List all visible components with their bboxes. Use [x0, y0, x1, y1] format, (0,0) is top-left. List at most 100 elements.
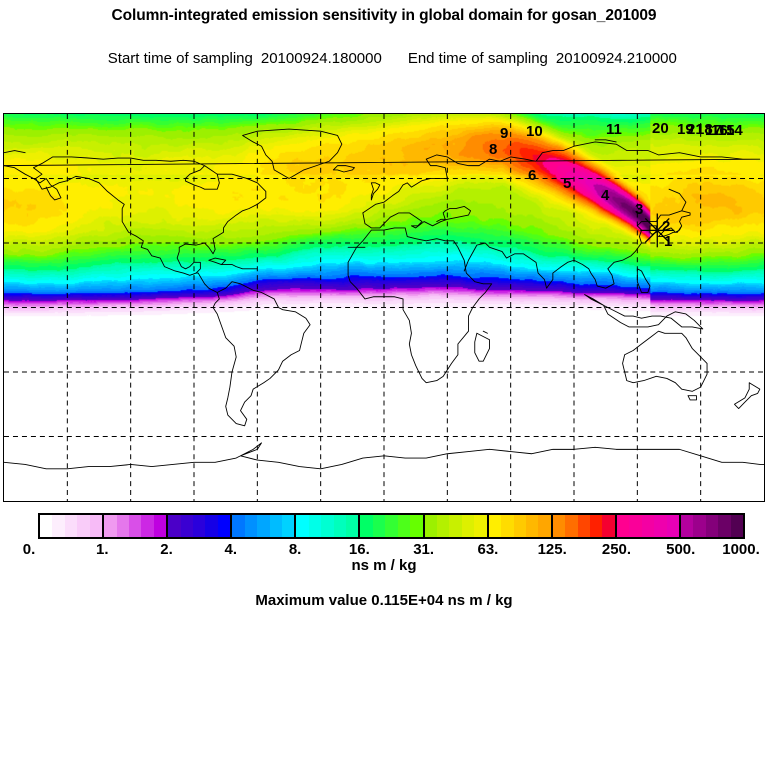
colorbar-shade-6-0 [424, 515, 437, 537]
colorbar-shade-7-2 [513, 515, 526, 537]
colorbar-segment-4 [296, 515, 361, 537]
colorbar-shade-8-4 [602, 515, 615, 537]
start-time-value: 20100924.180000 [260, 50, 382, 67]
trajectory-label-1: 1 [664, 233, 673, 250]
colorbar-shade-2-1 [180, 515, 194, 537]
colorbar-shade-0-1 [52, 515, 65, 537]
colorbar-panel: 0. 1. 2. 4. 8. 16. 31. 63. 125. 250. 500. 1000. [0, 511, 768, 558]
colorbar-shade-6-2 [449, 515, 462, 537]
trajectory-label-2: 2 [662, 218, 671, 235]
trajectory-label-18: 18 [696, 121, 713, 138]
colorbar-shade-10-2 [705, 515, 719, 537]
trajectory-label-8: 8 [489, 141, 498, 158]
colorbar-shade-5-4 [410, 515, 423, 537]
colorbar-segment-3 [232, 515, 297, 537]
trajectory-label-9: 9 [500, 125, 509, 142]
colorbar-shade-9-1 [629, 515, 642, 537]
colorbar-segment-9 [616, 515, 681, 537]
colorbar-tick-4: 4. [224, 541, 238, 558]
trajectory-label-20: 20 [652, 120, 669, 137]
trajectory-label-21: 21 [687, 121, 704, 138]
colorbar-shade-4-1 [308, 515, 322, 537]
colorbar-tick-1000: 1000. [722, 541, 760, 558]
colorbar-shade-0-4 [89, 515, 103, 537]
colorbar-shade-5-2 [385, 515, 398, 537]
colorbar-shade-9-4 [666, 515, 679, 537]
colorbar-shade-3-2 [257, 515, 270, 537]
colorbar-tick-31: 31. [413, 541, 435, 558]
colorbar-segment-6 [424, 515, 489, 537]
colorbar-tick-63: 63. [477, 541, 499, 558]
colorbar-shade-4-4 [346, 515, 359, 537]
colorbar-shade-9-0 [616, 515, 630, 537]
trajectory-label-layer: 8 9 10 11 20 19 21 18 17 16 15 14 6 5 4 3 2 1 [4, 114, 764, 501]
trajectory-label-15: 15 [718, 122, 735, 139]
trajectory-label-10: 10 [526, 123, 543, 140]
trajectory-label-14: 14 [726, 122, 743, 139]
colorbar-shade-6-3 [461, 515, 475, 537]
colorbar-shade-2-0 [168, 515, 181, 537]
trajectory-label-5: 5 [563, 175, 572, 192]
colorbar-shade-3-3 [269, 515, 282, 537]
colorbar-shade-10-3 [718, 515, 731, 537]
colorbar-tick-125: 125. [537, 541, 567, 558]
colorbar-segment-5 [360, 515, 425, 537]
colorbar-shade-6-1 [436, 515, 450, 537]
colorbar-shade-5-3 [397, 515, 411, 537]
coastline-and-grid-layer [4, 114, 764, 501]
colorbar-shade-10-1 [693, 515, 706, 537]
colorbar-shade-7-0 [488, 515, 502, 537]
colorbar-segment-7 [488, 515, 553, 537]
colorbar-shade-4-3 [333, 515, 347, 537]
end-time-label: End time of sampling [407, 50, 548, 67]
trajectory-label-16: 16 [711, 122, 728, 139]
colorbar-shade-1-0 [104, 515, 117, 537]
trajectory-label-3: 3 [635, 201, 644, 218]
colorbar-tick-500: 500. [666, 541, 696, 558]
colorbar-segment-0 [40, 515, 105, 537]
trajectory-label-11: 11 [606, 121, 622, 138]
colorbar-shade-2-3 [205, 515, 218, 537]
colorbar-shade-6-4 [474, 515, 487, 537]
sampling-time-row: Start time of sampling 20100924.180000 End… [0, 26, 768, 92]
colorbar-gradient [38, 513, 745, 539]
colorbar-shade-7-4 [538, 515, 551, 537]
trajectory-label-17: 17 [705, 122, 722, 139]
colorbar-shade-1-2 [128, 515, 142, 537]
colorbar-tick-1: 1. [96, 541, 109, 558]
end-time-value: 20100924.210000 [555, 50, 677, 67]
start-time-label: Start time of sampling [107, 50, 253, 67]
colorbar-shade-8-0 [552, 515, 566, 537]
colorbar-shade-9-2 [641, 515, 655, 537]
colorbar-shade-2-4 [217, 515, 231, 537]
colorbar-shade-10-0 [680, 515, 694, 537]
trajectory-label-6: 6 [528, 167, 537, 184]
release-site-star [640, 213, 675, 248]
colorbar-segment-8 [552, 515, 617, 537]
colorbar-tick-8: 8. [288, 541, 302, 558]
colorbar-shade-1-4 [153, 515, 167, 537]
colorbar-shade-9-3 [654, 515, 667, 537]
colorbar-segment-2 [168, 515, 233, 537]
colorbar-unit-label: ns m / kg [351, 557, 417, 574]
colorbar-shade-3-4 [281, 515, 295, 537]
colorbar-tick-labels: 0. 1. 2. 4. 8. 16. 31. 63. 125. 250. 500. 1000. [0, 541, 768, 561]
colorbar-tick-250: 250. [601, 541, 632, 558]
coastlines [4, 128, 764, 470]
map-panel: 8 9 10 11 20 19 21 18 17 16 15 14 6 5 4 3 2 1 [3, 113, 765, 502]
colorbar-shade-0-2 [64, 515, 78, 537]
colorbar-shade-8-3 [590, 515, 603, 537]
colorbar-shade-5-0 [360, 515, 373, 537]
colorbar-shade-0-0 [40, 515, 53, 537]
colorbar-shade-2-2 [193, 515, 206, 537]
colorbar-shade-4-2 [321, 515, 334, 537]
colorbar-shade-0-3 [77, 515, 90, 537]
colorbar-tick-2: 2. [160, 541, 173, 558]
page-title: Column-integrated emission sensitivity i… [111, 7, 657, 24]
colorbar-shade-1-1 [116, 515, 129, 537]
colorbar-shade-3-1 [244, 515, 258, 537]
colorbar-shade-3-0 [232, 515, 245, 537]
trajectory-label-19: 19 [677, 121, 694, 138]
colorbar-shade-1-3 [141, 515, 154, 537]
colorbar-shade-8-1 [565, 515, 578, 537]
